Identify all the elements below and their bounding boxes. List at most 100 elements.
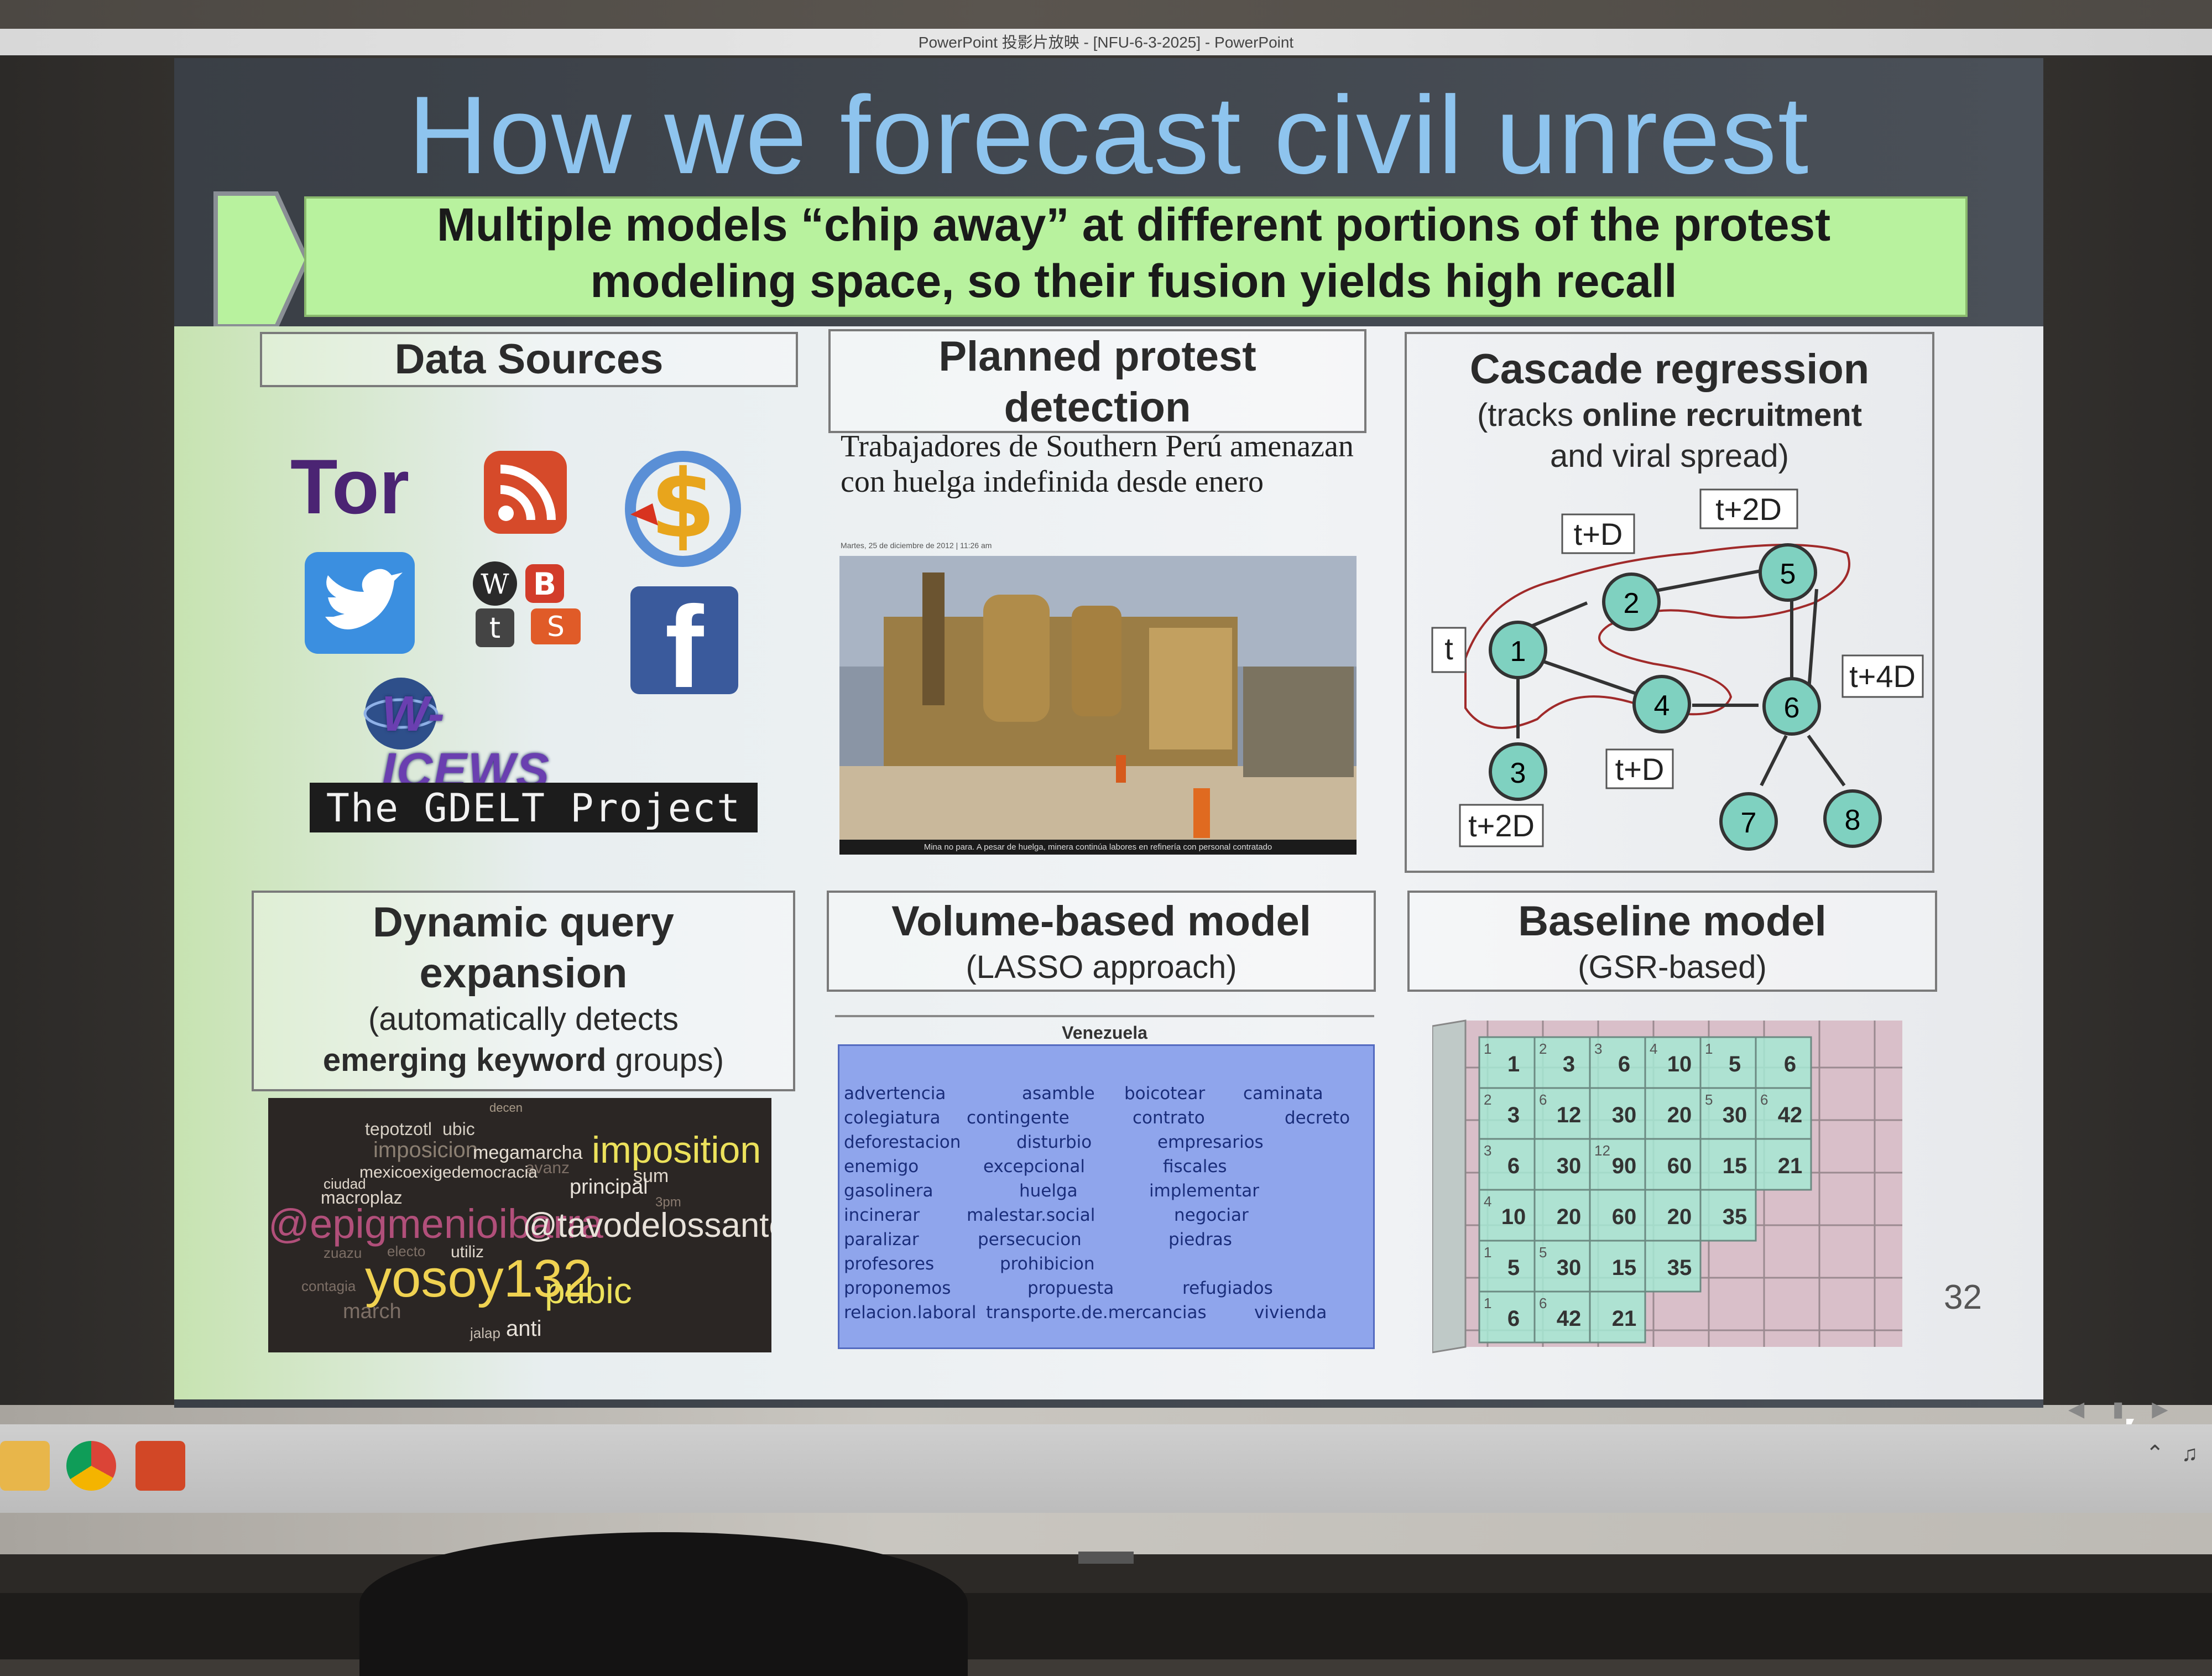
svg-text:1: 1 [1510,636,1526,668]
cube-cell [1644,1240,1702,1293]
cube-cell-value: 20 [1667,1205,1692,1229]
keyword: contrato [1133,1108,1205,1128]
cube-cell-value: 60 [1612,1205,1637,1229]
cube-cell-value: 30 [1723,1103,1747,1127]
time-label-t-plus-2d-top: t+2D [1699,488,1798,529]
word: imposition [592,1129,761,1171]
word: pubic [545,1270,632,1311]
volume-panel-title: Venezuela [835,1015,1374,1043]
word: electo [387,1243,426,1259]
word: march [343,1300,401,1323]
speaker-icon[interactable]: ♫ [2181,1441,2198,1466]
planned-protest-header: Planned protest detection [828,329,1366,433]
cube-cell-value: 15 [1612,1256,1637,1280]
cube-cell [1699,1036,1757,1089]
cube-cell [1755,1087,1812,1140]
baseline-model-subtitle: (GSR-based) [1578,949,1767,985]
cube-cell-index: 3 [1594,1040,1602,1057]
cube-cell [1589,1036,1646,1089]
svg-text:t+D: t+D [1615,752,1665,787]
cube-cell-value: 20 [1557,1205,1582,1229]
keyword: proponemos [844,1278,951,1298]
svg-text:2: 2 [1624,587,1640,620]
svg-text:W: W [481,568,509,600]
cascade-subtitle-bold: online recruitment [1582,397,1863,433]
keyword: paralizar [844,1230,919,1250]
svg-text:B: B [533,566,556,602]
cascade-region-outline [1464,544,1850,729]
cube-cell [1533,1087,1591,1140]
powerpoint-icon[interactable] [135,1441,185,1491]
cube-cell-value: 12 [1557,1103,1582,1127]
cube-cell-value: 1 [1507,1052,1520,1076]
cube-cell-value: 21 [1778,1154,1803,1178]
rss-icon [484,451,567,534]
cascade-title: Cascade regression [1469,346,1870,393]
word: anti [506,1316,542,1341]
previous-slide-icon[interactable]: ◀ [2068,1398,2085,1421]
news-photo-caption: Mina no para. A pesar de huelga, minera … [839,840,1357,855]
dynamic-query-sub-line-1: (automatically detects [368,1001,679,1037]
keyword: colegiatura [844,1108,941,1128]
keyword: gasolinera [844,1181,933,1201]
keyword: caminata [1243,1084,1323,1104]
word: megamarcha [473,1142,583,1163]
data-sources-header: Data Sources [260,332,798,387]
cube-cell-value: 10 [1501,1205,1526,1229]
cube-cell-value: 90 [1612,1154,1637,1178]
dynamic-query-title-line-1: Dynamic query [373,899,674,946]
slide-number: 32 [1944,1278,1982,1316]
cascade-subtitle-line-2: and viral spread) [1550,438,1789,474]
node-3: 3 [1489,742,1547,801]
time-label-t-plus-d-lower: t+D [1605,748,1674,789]
cube-cell-value: 6 [1618,1052,1630,1076]
globe-icon [363,678,439,749]
keyword: refugiados [1182,1278,1273,1298]
chevron-up-icon[interactable]: ⌃ [2146,1441,2164,1466]
tor-logo: Tor [290,448,423,525]
gdelt-project-logo: The GDELT Project [310,783,758,832]
keyword: deforestacion [844,1132,961,1152]
keyword: vivienda [1254,1303,1327,1323]
svg-text:t+D: t+D [1574,517,1623,551]
next-slide-icon[interactable]: ▶ [2152,1398,2168,1421]
keyword: prohibicion [1000,1254,1095,1274]
slideshow-controls: ◀ ▮ ▶ [2068,1397,2168,1422]
svg-text:4: 4 [1654,690,1670,722]
tor-logo-text: Tor [290,443,410,530]
time-label-t-plus-d: t+D [1561,513,1635,554]
chrome-icon[interactable] [66,1441,116,1491]
keyword: implementar [1149,1181,1259,1201]
word: ciudad [324,1175,366,1192]
cube-cell-value: 35 [1667,1256,1692,1280]
keyword: boicotear [1124,1084,1206,1104]
planned-protest-title-line-2: detection [1004,384,1191,431]
node-4: 4 [1632,675,1691,733]
svg-text:8: 8 [1845,804,1861,836]
svg-text:7: 7 [1741,807,1757,839]
cube-cell-value: 35 [1723,1205,1747,1229]
word: decen [489,1101,523,1115]
dynamic-query-sub-bold: emerging keyword [322,1042,607,1078]
word: @epigmenioibarra [268,1201,603,1247]
volume-model-title: Volume-based model [891,898,1311,945]
word: ubic [442,1119,475,1139]
cascade-subtitle-prefix: (tracks [1477,397,1583,433]
word: @tavodelossantos [523,1206,771,1245]
dynamic-query-sub-line-2: emerging keyword groups) [254,1040,793,1081]
currency-exchange-icon: $ [625,450,741,567]
node-7: 7 [1719,792,1778,851]
chevron-arrow-icon [213,191,310,329]
cube-cell-index: 3 [1484,1142,1491,1159]
keyword: relacion.laboral [844,1303,977,1323]
subtitle-text: Multiple models “chip away” at different… [310,196,1958,309]
edge-6-5 [1807,589,1818,698]
system-tray: ⌃ ♫ [2146,1441,2198,1466]
slide-menu-icon[interactable]: ▮ [2112,1398,2124,1421]
svg-text:t+4D: t+4D [1849,659,1916,694]
keyword: huelga [1019,1181,1078,1201]
file-explorer-icon[interactable] [0,1441,50,1491]
cube-cell-index: 2 [1484,1091,1491,1108]
cube-cell-index: 12 [1594,1142,1610,1159]
